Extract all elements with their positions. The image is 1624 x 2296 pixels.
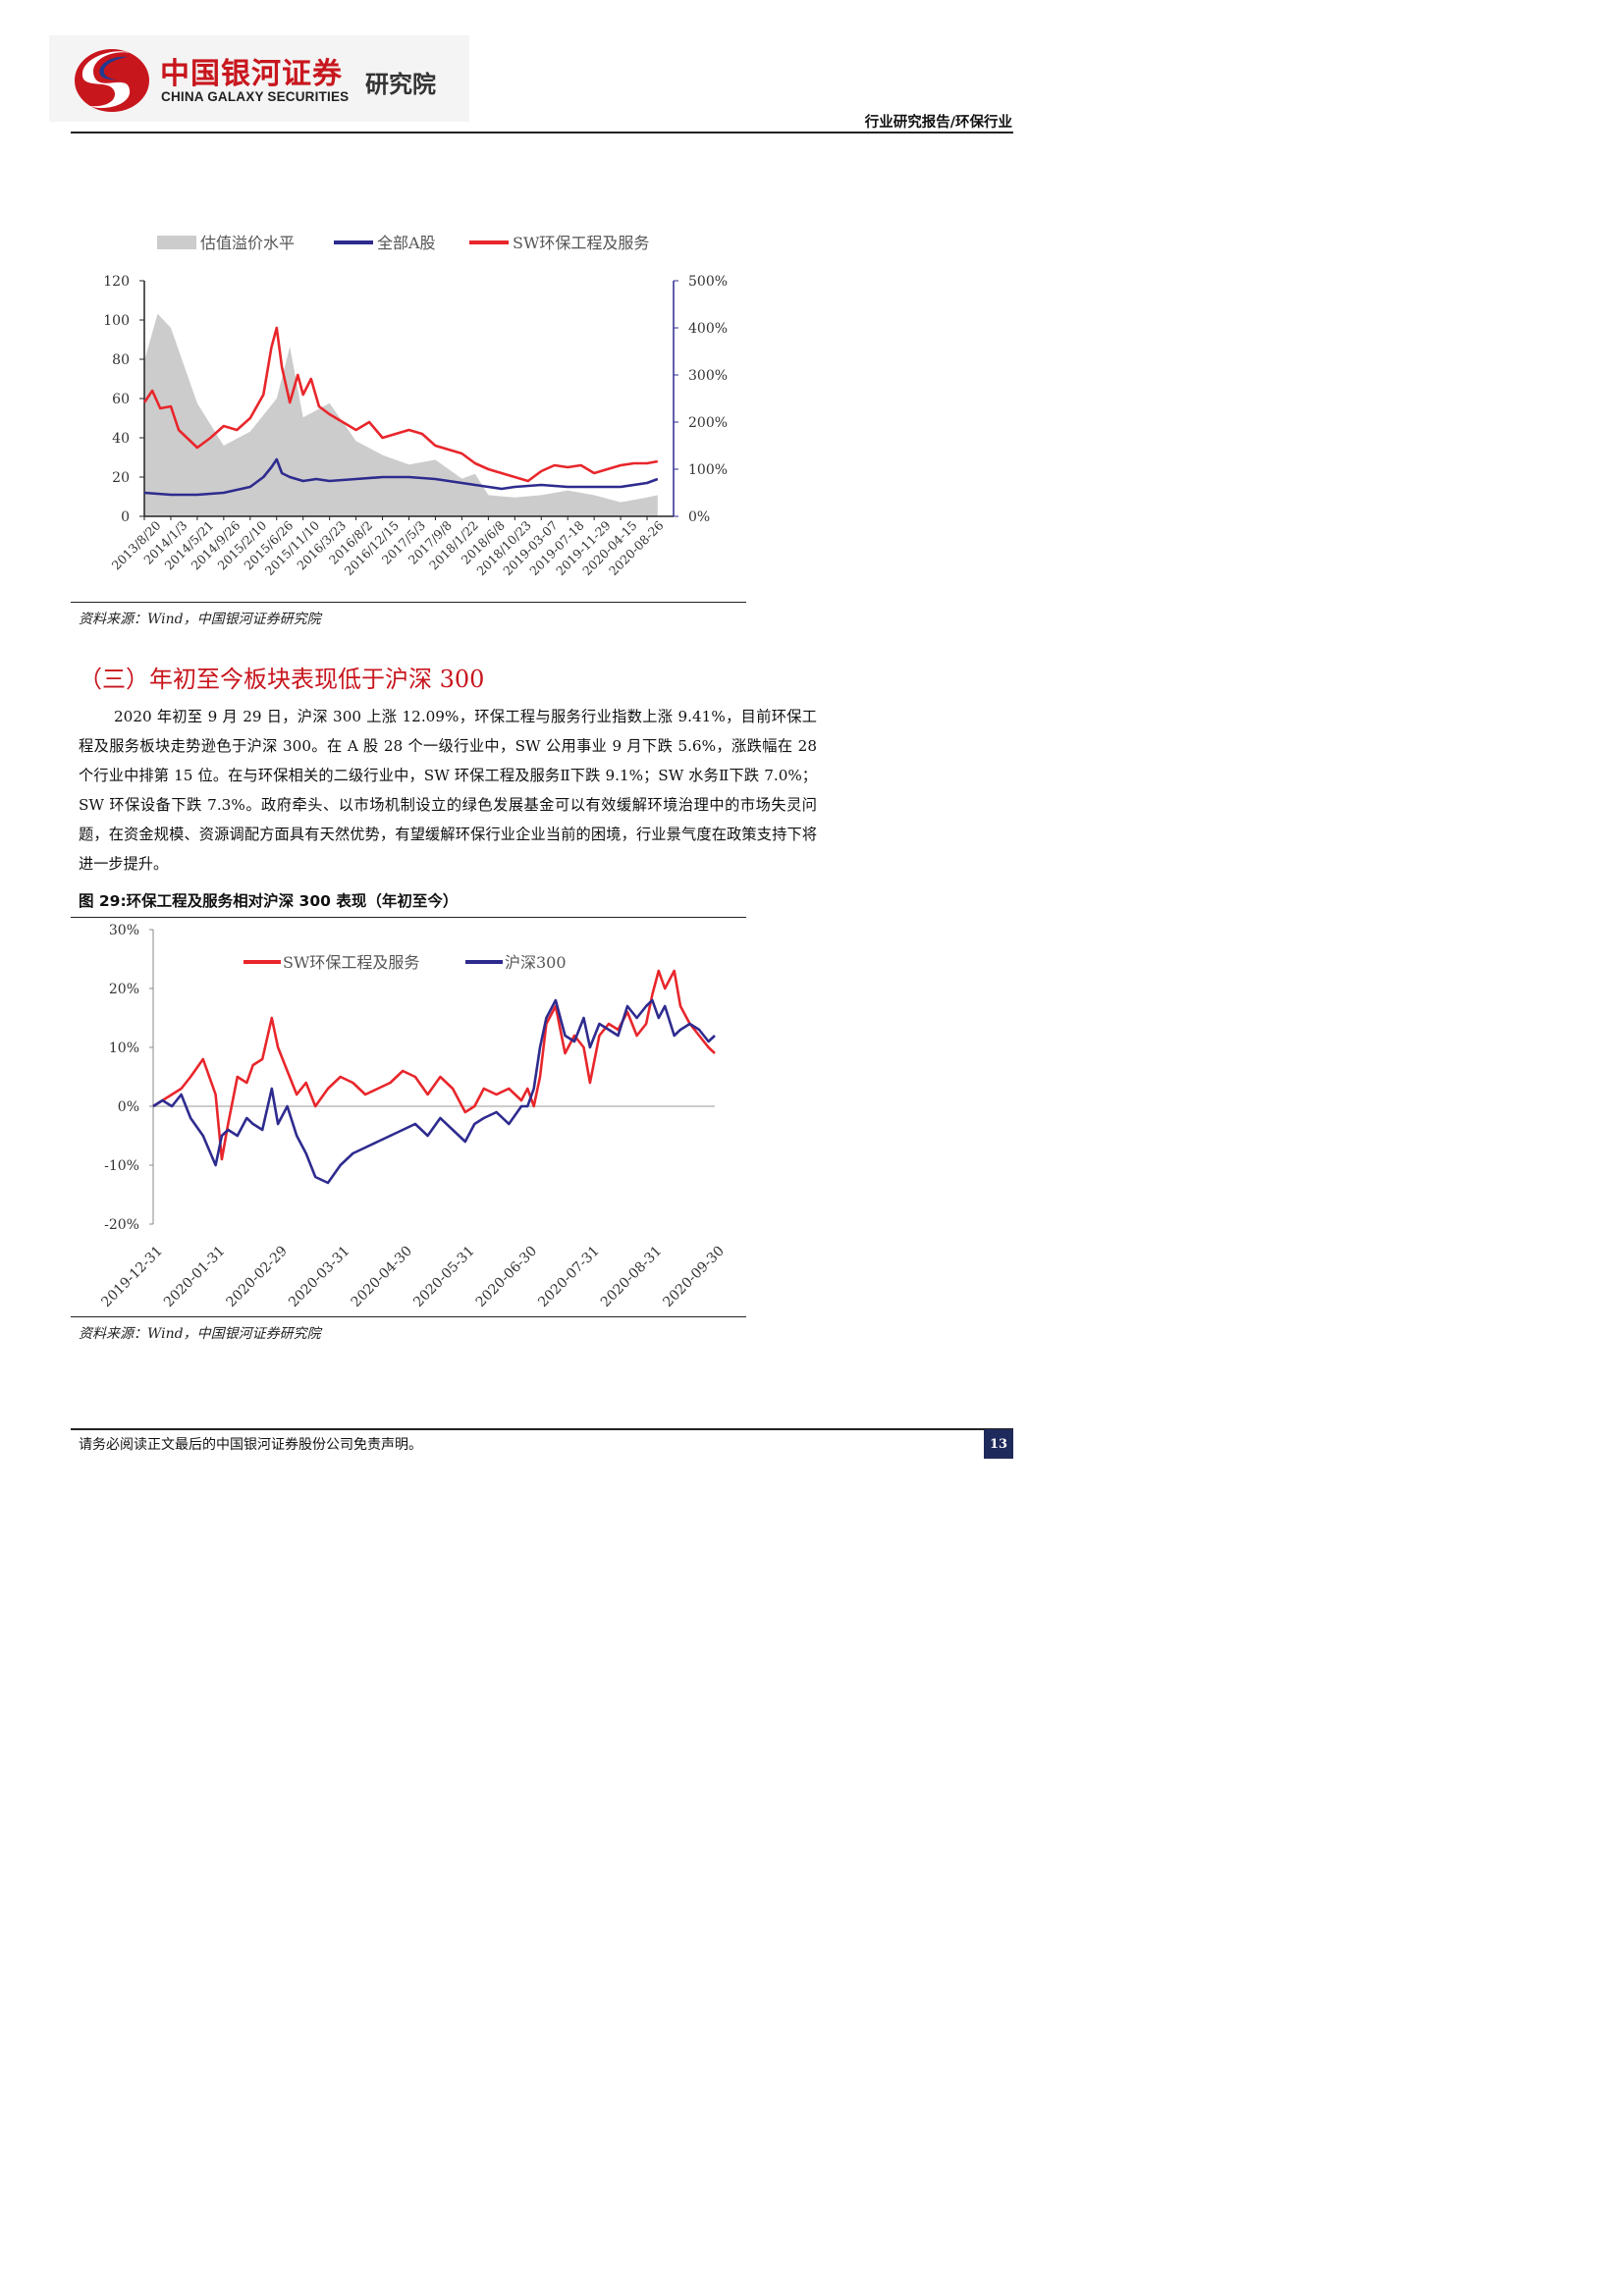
legend-label: 全部A股 — [377, 234, 436, 252]
legend-swatch — [469, 240, 509, 244]
legend-swatch — [334, 240, 373, 244]
series-sw-line — [152, 969, 716, 1161]
page-number: 13 — [984, 1429, 1013, 1459]
section-title: （三）年初至今板块表现低于沪深 300 — [79, 666, 485, 693]
y-tick-label: -20% — [104, 1217, 139, 1233]
legend-swatch — [157, 236, 196, 249]
y-tick-label: 20% — [109, 982, 139, 997]
legend-swatch — [465, 960, 503, 964]
logo-chinese-name: 中国银河证券 — [160, 57, 343, 91]
x-tick-label: 2019-12-31 — [98, 1244, 165, 1310]
y-tick-label: -10% — [104, 1158, 139, 1174]
x-tick-label: 2020-05-31 — [410, 1244, 477, 1310]
logo-english-name: CHINA GALAXY SECURITIES — [161, 89, 350, 104]
header-divider — [71, 132, 1013, 133]
galaxy-logo-icon — [75, 49, 149, 112]
section-paragraph: 2020 年初至 9 月 29 日，沪深 300 上涨 12.09%，环保工程与… — [79, 708, 817, 873]
right-tick-label: 100% — [688, 462, 728, 478]
logo-institute: 研究院 — [365, 71, 436, 98]
series-sw-line — [142, 326, 659, 483]
valuation-premium-chart: 0204060801001200%100%200%300%400%500%201… — [103, 234, 728, 578]
x-tick-label: 2020-06-30 — [473, 1244, 540, 1310]
left-tick-label: 120 — [103, 274, 130, 290]
left-tick-label: 0 — [121, 509, 130, 525]
chart1-bottom-rule — [71, 602, 746, 603]
legend-label: 估值溢价水平 — [200, 234, 295, 252]
left-tick-label: 20 — [112, 470, 130, 486]
legend-label: SW环保工程及服务 — [513, 234, 649, 252]
left-tick-label: 40 — [112, 431, 130, 447]
x-tick-label: 2020-03-31 — [286, 1244, 352, 1310]
y-tick-label: 0% — [118, 1099, 139, 1115]
series-hs300-line — [152, 998, 716, 1185]
legend-label: 沪深300 — [505, 953, 567, 972]
footer-divider — [71, 1428, 1013, 1430]
figure-29-title: 图 29:环保工程及服务相对沪深 300 表现（年初至今） — [79, 892, 459, 910]
chart2-source: 资料来源：Wind，中国银河证券研究院 — [79, 1326, 321, 1342]
x-tick-label: 2020-02-29 — [224, 1244, 291, 1310]
left-tick-label: 80 — [112, 352, 130, 368]
y-tick-label: 30% — [109, 923, 139, 938]
footer-disclaimer: 请务必阅读正文最后的中国银河证券股份公司免责声明。 — [79, 1437, 422, 1453]
x-tick-label: 2020-09-30 — [660, 1244, 727, 1310]
legend-label: SW环保工程及服务 — [283, 953, 419, 972]
x-tick-label: 2020-08-31 — [598, 1244, 665, 1310]
legend-swatch — [244, 960, 281, 964]
x-tick-label: 2020-01-31 — [161, 1244, 228, 1310]
chart2-bottom-rule — [71, 1316, 746, 1317]
right-tick-label: 200% — [688, 415, 728, 431]
left-tick-label: 100 — [103, 313, 130, 329]
right-tick-label: 0% — [688, 509, 710, 525]
series-all-a-line — [143, 457, 659, 497]
chart2-top-rule — [71, 917, 746, 918]
relative-performance-chart: -20%-10%0%10%20%30%2019-12-312020-01-312… — [98, 923, 727, 1310]
right-tick-label: 500% — [688, 274, 728, 290]
y-tick-label: 10% — [109, 1041, 139, 1056]
right-tick-label: 300% — [688, 368, 728, 384]
left-tick-label: 60 — [112, 392, 130, 407]
report-type: 行业研究报告/环保行业 — [864, 115, 1012, 131]
x-tick-label: 2020-04-30 — [349, 1244, 415, 1310]
chart1-source: 资料来源：Wind，中国银河证券研究院 — [79, 612, 321, 627]
right-tick-label: 400% — [688, 321, 728, 337]
x-tick-label: 2020-07-31 — [535, 1244, 602, 1310]
